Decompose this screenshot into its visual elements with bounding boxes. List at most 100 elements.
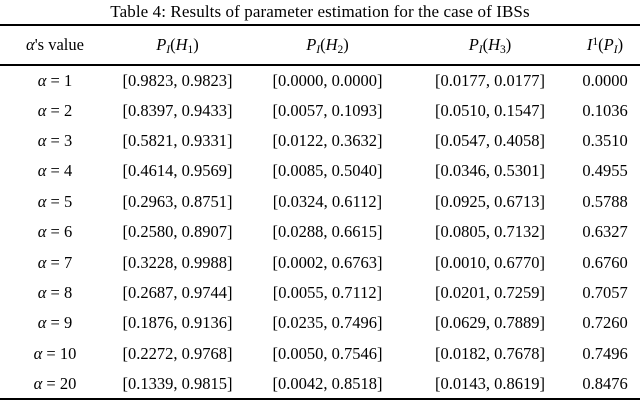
math-arg-subscript: I [613,44,618,56]
math-base: I [586,35,593,54]
table-row: α = 20 [0.1339, 0.9815] [0.0042, 0.8518]… [0,369,640,399]
table-row: α = 5 [0.2963, 0.8751] [0.0324, 0.6112] … [0,187,640,217]
interval-cell-h1: [0.2687, 0.9744] [122,282,233,302]
interval-cell-h3: [0.0925, 0.6713] [435,191,545,211]
interval-cell-h1: [0.5821, 0.9331] [122,130,233,150]
interval-cell-h1: [0.8397, 0.9433] [122,100,233,120]
imprecision-cell: 0.7057 [582,282,628,302]
math-arg: H [488,35,501,54]
equals-sign: = [46,70,64,90]
alpha-cell: α = 4 [0,156,110,186]
results-table: α's value PI(H1) PI(H2) PI(H3) I1(PI) α … [0,24,640,401]
right-paren: ) [505,35,512,54]
col-header-pi-h3: PI(H3) [410,25,570,66]
math-arg: H [175,35,188,54]
interval-cell-h1: [0.2963, 0.8751] [122,191,233,211]
imprecision-cell: 0.4955 [582,161,628,181]
col-header-pi-h1: PI(H1) [110,25,245,66]
alpha-cell: α = 20 [0,369,110,399]
equals-sign: = [46,130,64,150]
alpha-value: 8 [63,282,73,302]
alpha-value: 20 [59,373,77,393]
interval-cell-h3: [0.0346, 0.5301] [435,161,545,181]
math-base-subscript: I [316,44,321,56]
math-arg-subscript: 3 [500,44,506,56]
alpha-cell: α = 5 [0,187,110,217]
alpha-value: 1 [63,70,73,90]
table-row: α = 8 [0.2687, 0.9744] [0.0055, 0.7112] … [0,278,640,308]
table-row: α = 10 [0.2272, 0.9768] [0.0050, 0.7546]… [0,339,640,369]
table-caption: Table 4: Results of parameter estimation… [110,2,530,21]
equals-sign: = [46,191,64,211]
table-row: α = 2 [0.8397, 0.9433] [0.0057, 0.1093] … [0,95,640,125]
imprecision-cell: 0.7496 [582,343,628,363]
interval-cell-h1: [0.2580, 0.8907] [122,222,233,242]
left-paren: ( [170,35,176,54]
left-paren: ( [598,35,604,54]
alpha-value: 9 [63,313,73,333]
interval-cell-h2: [0.0122, 0.3632] [272,130,383,150]
interval-cell-h3: [0.0510, 0.1547] [435,100,545,120]
alpha-cell: α = 7 [0,247,110,277]
imprecision-cell: 0.8476 [582,373,628,393]
alpha-cell: α = 9 [0,308,110,338]
imprecision-cell: 0.6760 [582,252,628,272]
imprecision-cell: 0.5788 [582,191,628,211]
math-base-subscript: I [166,44,171,56]
interval-cell-h2: [0.0235, 0.7496] [272,313,383,333]
interval-cell-h3: [0.0805, 0.7132] [435,222,545,242]
interval-cell-h1: [0.9823, 0.9823] [122,70,233,90]
interval-cell-h1: [0.4614, 0.9569] [122,161,233,181]
math-arg: P [603,35,614,54]
table-row: α = 6 [0.2580, 0.8907] [0.0288, 0.6615] … [0,217,640,247]
alpha-symbol: α [33,343,43,363]
imprecision-cell: 0.6327 [582,222,628,242]
table-row: α = 1 [0.9823, 0.9823] [0.0000, 0.0000] … [0,65,640,95]
alpha-symbol: α [26,35,35,54]
math-base: P [306,35,317,54]
right-paren: ) [343,35,349,54]
interval-cell-h2: [0.0042, 0.8518] [272,373,383,393]
table-row: α = 4 [0.4614, 0.9569] [0.0085, 0.5040] … [0,156,640,186]
equals-sign: = [46,100,64,120]
imprecision-cell: 0.0000 [582,70,628,90]
interval-cell-h3: [0.0177, 0.0177] [435,70,545,90]
equals-sign: = [42,343,60,363]
math-base: P [156,35,167,54]
interval-cell-h3: [0.0547, 0.4058] [435,130,545,150]
interval-cell-h1: [0.2272, 0.9768] [122,343,233,363]
interval-cell-h2: [0.0057, 0.1093] [272,100,383,120]
alpha-symbol: α [37,313,47,333]
alpha-symbol: α [37,222,47,242]
left-paren: ( [320,35,326,54]
imprecision-cell: 0.3510 [582,130,628,150]
equals-sign: = [46,161,64,181]
alpha-cell: α = 1 [0,65,110,95]
interval-cell-h2: [0.0288, 0.6615] [272,222,383,242]
interval-cell-h3: [0.0629, 0.7889] [435,313,545,333]
interval-cell-h2: [0.0002, 0.6763] [272,252,383,272]
alpha-value: 6 [63,222,73,242]
interval-cell-h3: [0.0010, 0.6770] [435,252,545,272]
alpha-symbol: α [37,130,47,150]
right-paren: ) [193,35,199,54]
interval-cell-h1: [0.1876, 0.9136] [122,313,233,333]
alpha-cell: α = 10 [0,339,110,369]
interval-cell-h1: [0.3228, 0.9988] [122,252,233,272]
interval-cell-h2: [0.0085, 0.5040] [272,161,383,181]
interval-cell-h3: [0.0201, 0.7259] [435,282,545,302]
alpha-header-rest: 's value [34,35,84,54]
header-row: α's value PI(H1) PI(H2) PI(H3) I1(PI) [0,25,640,66]
col-header-pi-h2: PI(H2) [245,25,410,66]
math-arg: H [325,35,338,54]
table-row: α = 3 [0.5821, 0.9331] [0.0122, 0.3632] … [0,126,640,156]
interval-cell-h2: [0.0055, 0.7112] [272,282,383,302]
alpha-symbol: α [37,70,47,90]
imprecision-cell: 0.7260 [582,313,628,333]
interval-cell-h2: [0.0000, 0.0000] [272,70,383,90]
math-base: P [468,35,479,54]
equals-sign: = [46,222,64,242]
alpha-symbol: α [37,282,47,302]
alpha-value: 10 [59,343,77,363]
